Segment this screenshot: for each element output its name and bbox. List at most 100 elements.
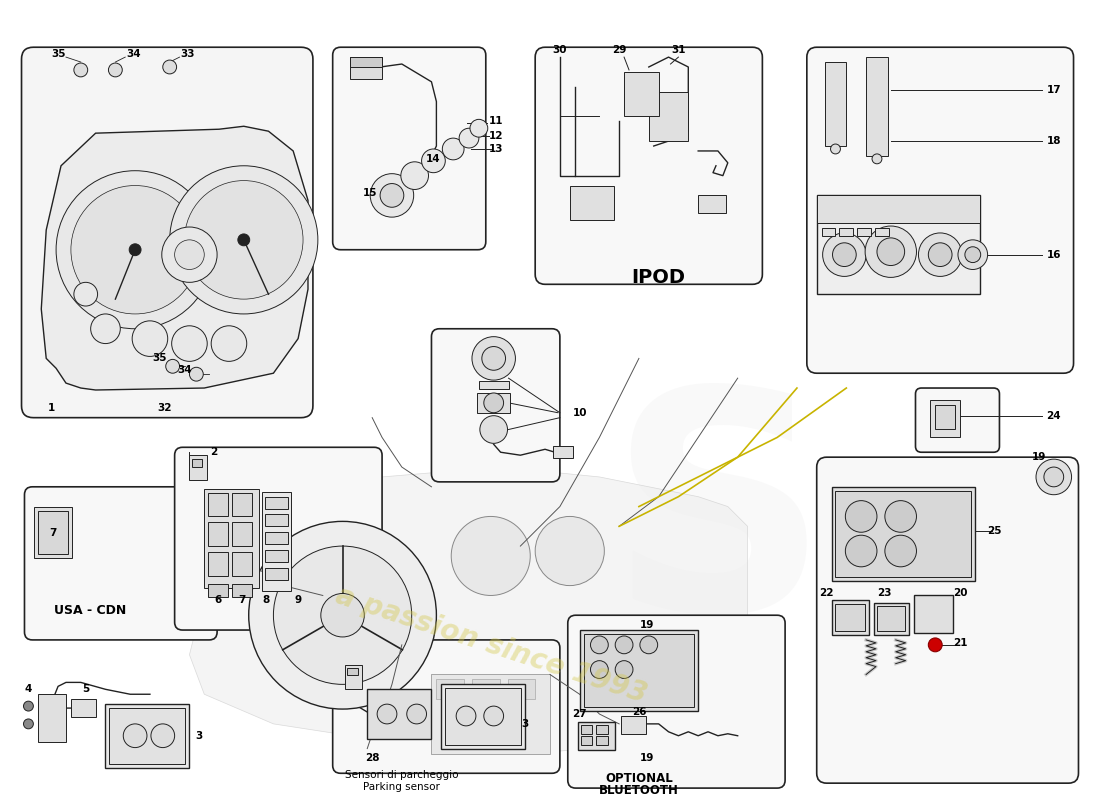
Circle shape [442, 138, 464, 160]
Circle shape [823, 233, 866, 277]
Circle shape [451, 517, 530, 595]
Bar [839, 228, 854, 236]
Text: 18: 18 [1046, 136, 1062, 146]
Text: 1: 1 [47, 402, 55, 413]
Circle shape [321, 594, 364, 637]
Text: 29: 29 [612, 45, 626, 55]
Bar [836, 490, 971, 577]
Bar [264, 532, 288, 544]
Text: 34: 34 [177, 366, 191, 375]
Text: S: S [608, 378, 828, 675]
FancyBboxPatch shape [175, 447, 382, 630]
Bar [649, 92, 689, 141]
Bar [472, 679, 499, 699]
Circle shape [918, 233, 961, 277]
FancyBboxPatch shape [431, 329, 560, 482]
Bar [816, 195, 980, 223]
Bar [208, 552, 228, 576]
Circle shape [123, 724, 147, 747]
Circle shape [400, 162, 429, 190]
Text: 30: 30 [552, 45, 568, 55]
Bar [621, 716, 646, 734]
Circle shape [151, 724, 175, 747]
Bar [816, 195, 980, 294]
Text: a passion since 1993: a passion since 1993 [331, 582, 650, 709]
Circle shape [865, 226, 916, 278]
Bar [478, 381, 508, 389]
Circle shape [371, 174, 414, 217]
Bar [264, 568, 288, 580]
Bar [39, 510, 68, 554]
Bar [232, 522, 252, 546]
Bar [584, 634, 694, 707]
Text: 19: 19 [1032, 452, 1046, 462]
Bar [874, 228, 889, 236]
Bar [351, 57, 382, 79]
Bar [264, 514, 288, 526]
Bar [192, 459, 202, 467]
FancyBboxPatch shape [332, 47, 486, 250]
Bar [477, 393, 510, 413]
Bar [624, 72, 659, 116]
Circle shape [456, 706, 476, 726]
Circle shape [185, 181, 302, 299]
Text: 19: 19 [639, 620, 654, 630]
Polygon shape [189, 467, 748, 754]
Bar [507, 679, 536, 699]
Text: 19: 19 [639, 754, 654, 763]
Bar [578, 722, 615, 750]
Circle shape [23, 719, 33, 729]
Bar [441, 684, 526, 749]
Bar [581, 725, 593, 734]
Text: 17: 17 [1046, 85, 1062, 94]
Bar [832, 487, 975, 581]
Circle shape [536, 517, 604, 586]
Text: 24: 24 [1046, 410, 1062, 421]
Circle shape [23, 701, 33, 711]
Text: 15: 15 [363, 189, 377, 198]
Circle shape [166, 359, 179, 374]
Circle shape [470, 119, 487, 137]
Bar [822, 228, 836, 236]
Bar [825, 62, 846, 146]
Circle shape [109, 63, 122, 77]
FancyBboxPatch shape [24, 487, 217, 640]
Bar [832, 601, 869, 635]
Circle shape [74, 63, 88, 77]
Bar [208, 584, 228, 598]
Circle shape [56, 170, 214, 329]
FancyBboxPatch shape [536, 47, 762, 284]
Circle shape [884, 501, 916, 532]
Text: Sensori di parcheggio: Sensori di parcheggio [345, 770, 459, 780]
Bar [351, 57, 382, 67]
Bar [581, 736, 593, 745]
Circle shape [1036, 459, 1071, 494]
Bar [205, 489, 258, 587]
Circle shape [169, 166, 318, 314]
Text: 13: 13 [488, 144, 503, 154]
Text: 12: 12 [488, 131, 503, 141]
FancyBboxPatch shape [806, 47, 1074, 374]
Bar [109, 708, 186, 764]
Text: 32: 32 [157, 402, 172, 413]
Circle shape [421, 149, 446, 173]
Circle shape [872, 154, 882, 164]
Circle shape [90, 314, 120, 343]
Bar [836, 604, 865, 631]
Bar [596, 736, 608, 745]
Circle shape [274, 546, 411, 684]
Bar [34, 506, 72, 558]
Circle shape [211, 326, 246, 362]
Bar [208, 493, 228, 517]
Text: 25: 25 [988, 526, 1002, 536]
Circle shape [958, 240, 988, 270]
Circle shape [846, 501, 877, 532]
Text: 3: 3 [196, 730, 202, 741]
Bar [39, 694, 66, 742]
Bar [553, 446, 573, 458]
Text: 34: 34 [125, 49, 141, 59]
Circle shape [70, 186, 199, 314]
Bar [446, 688, 521, 745]
Text: 27: 27 [572, 709, 587, 719]
Circle shape [615, 661, 632, 678]
